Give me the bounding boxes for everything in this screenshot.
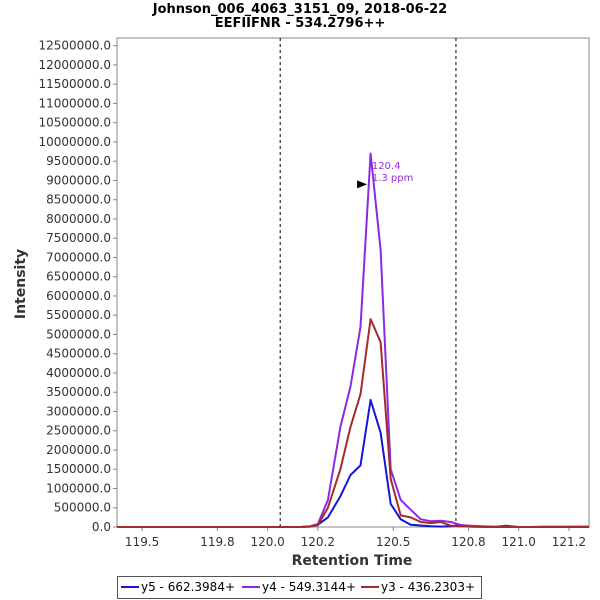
y-tick-label: 1500000.0 — [46, 462, 111, 476]
chart-title: Johnson_006_4063_3151_09, 2018-06-22 — [152, 2, 447, 17]
series-layer — [117, 152, 590, 528]
x-tick-label: 120.0 — [250, 535, 284, 549]
y-tick-label: 7000000.0 — [46, 250, 111, 264]
y-tick-label: 9000000.0 — [46, 173, 111, 187]
peak-marker-arrow — [357, 180, 368, 189]
x-tick-label: 119.5 — [125, 535, 159, 549]
x-tick-label: 120.8 — [451, 535, 485, 549]
y-tick-label: 9500000.0 — [46, 154, 111, 168]
y-tick-label: 6000000.0 — [46, 289, 111, 303]
legend-frame — [117, 576, 482, 599]
series-line-3 — [117, 318, 589, 528]
x-tick-label: 121.2 — [552, 535, 586, 549]
y-tick-label: 6500000.0 — [46, 270, 111, 284]
y-tick-label: 1000000.0 — [46, 481, 111, 495]
x-axis-title: Retention Time — [292, 553, 413, 569]
y-tick-label: 11500000.0 — [38, 77, 111, 91]
y-tick-label: 2500000.0 — [46, 424, 111, 438]
y-axis-ticks: 0.0 500000.0 1000000.0 1500000.0 2000000.0 25… — [38, 39, 117, 534]
legend-entry-label: y4 - 549.3144+ — [262, 580, 356, 594]
y-tick-label: 4500000.0 — [46, 347, 111, 361]
legend-entry-label: y3 - 436.2303+ — [381, 580, 475, 594]
y-tick-label: 0.0 — [92, 520, 111, 534]
y-tick-label: 8000000.0 — [46, 212, 111, 226]
x-tick-label: 120.5 — [376, 535, 410, 549]
legend: y5 - 662.3984+ y4 - 549.3144+ y3 - 436.230… — [117, 576, 482, 599]
peak-annotation-line: 120.4 — [372, 161, 401, 172]
y-tick-label: 8500000.0 — [46, 193, 111, 207]
plot-area — [116, 37, 590, 528]
y-axis-title: Intensity — [13, 249, 29, 319]
x-axis-ticks: 119.5 119.8 120.0 120.2 120.5 120.8 121.0 121.2 — [125, 527, 586, 549]
y-tick-label: 3500000.0 — [46, 385, 111, 399]
y-tick-label: 11000000.0 — [38, 96, 111, 110]
y-tick-label: 7500000.0 — [46, 231, 111, 245]
legend-entry-label: y5 - 662.3984+ — [141, 580, 235, 594]
y-tick-label: 2000000.0 — [46, 443, 111, 457]
y-tick-label: 10000000.0 — [38, 135, 111, 149]
chart-subtitle: EEFIIFNR - 534.2796++ — [215, 16, 386, 31]
y-tick-label: 12000000.0 — [38, 58, 111, 72]
y-tick-label: 500000.0 — [54, 501, 111, 515]
y-tick-label: 5000000.0 — [46, 327, 111, 341]
x-tick-label: 120.2 — [301, 535, 335, 549]
y-tick-label: 10500000.0 — [38, 116, 111, 130]
y-tick-label: 12500000.0 — [38, 39, 111, 53]
peak-annotation-line: 1.3 ppm — [372, 173, 414, 184]
y-tick-label: 5500000.0 — [46, 308, 111, 322]
y-tick-label: 4000000.0 — [46, 366, 111, 380]
y-tick-label: 3000000.0 — [46, 404, 111, 418]
marker-layer: 120.41.3 ppm — [357, 161, 414, 189]
x-tick-label: 119.8 — [200, 535, 234, 549]
x-tick-label: 121.0 — [502, 535, 536, 549]
